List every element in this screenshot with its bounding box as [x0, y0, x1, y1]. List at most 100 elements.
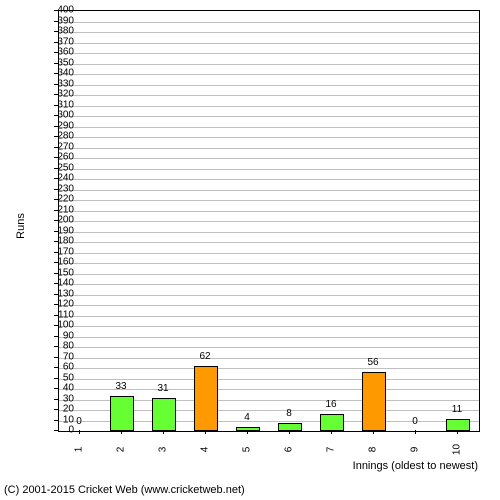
x-tick-label: 5: [242, 440, 253, 460]
grid-line: [59, 358, 479, 359]
copyright-text: (C) 2001-2015 Cricket Web (www.cricketwe…: [4, 484, 245, 496]
y-tick: [54, 357, 58, 358]
x-tick-label: 1: [74, 440, 85, 460]
grid-line: [59, 284, 479, 285]
x-tick: [163, 430, 164, 434]
grid-line: [59, 85, 479, 86]
y-tick-label: 240: [44, 173, 74, 184]
y-tick-label: 100: [44, 320, 74, 331]
y-tick: [54, 42, 58, 43]
grid-line: [59, 263, 479, 264]
grid-line: [59, 169, 479, 170]
y-tick-label: 350: [44, 57, 74, 68]
x-tick-label: 10: [452, 440, 463, 460]
grid-line: [59, 274, 479, 275]
grid-line: [59, 305, 479, 306]
y-tick-label: 140: [44, 278, 74, 289]
y-tick: [54, 430, 58, 431]
y-tick-label: 50: [44, 372, 74, 383]
y-tick-label: 110: [44, 309, 74, 320]
y-tick-label: 360: [44, 47, 74, 58]
x-tick-label: 9: [410, 440, 421, 460]
bar: [110, 396, 133, 431]
grid-line: [59, 253, 479, 254]
y-tick-label: 80: [44, 341, 74, 352]
y-tick: [54, 189, 58, 190]
grid-line: [59, 200, 479, 201]
y-tick-label: 390: [44, 15, 74, 26]
y-tick: [54, 210, 58, 211]
bar-value-label: 4: [244, 412, 250, 423]
y-axis-title: Runs: [15, 213, 27, 239]
x-tick: [457, 430, 458, 434]
y-tick-label: 290: [44, 120, 74, 131]
y-tick: [54, 52, 58, 53]
y-tick: [54, 199, 58, 200]
bar-value-label: 16: [325, 399, 336, 410]
y-tick-label: 260: [44, 152, 74, 163]
bar: [194, 366, 217, 431]
y-tick: [54, 84, 58, 85]
grid-line: [59, 190, 479, 191]
y-tick: [54, 283, 58, 284]
y-tick-label: 60: [44, 362, 74, 373]
y-tick: [54, 346, 58, 347]
grid-line: [59, 316, 479, 317]
x-tick: [247, 430, 248, 434]
grid-line: [59, 64, 479, 65]
y-tick-label: 20: [44, 404, 74, 415]
y-tick: [54, 367, 58, 368]
grid-line: [59, 74, 479, 75]
y-tick: [54, 21, 58, 22]
y-tick: [54, 231, 58, 232]
chart-container: Runs Innings (oldest to newest) (C) 2001…: [0, 0, 500, 500]
y-tick-label: 310: [44, 99, 74, 110]
x-tick-label: 4: [200, 440, 211, 460]
bar: [320, 414, 343, 431]
y-tick: [54, 399, 58, 400]
grid-line: [59, 211, 479, 212]
y-tick: [54, 378, 58, 379]
grid-line: [59, 368, 479, 369]
x-tick: [331, 430, 332, 434]
y-tick: [54, 126, 58, 127]
y-tick: [54, 388, 58, 389]
y-tick-label: 170: [44, 246, 74, 257]
y-tick: [54, 304, 58, 305]
y-tick: [54, 94, 58, 95]
y-tick-label: 180: [44, 236, 74, 247]
y-tick: [54, 157, 58, 158]
grid-line: [59, 43, 479, 44]
y-tick: [54, 10, 58, 11]
x-tick-label: 3: [158, 440, 169, 460]
y-tick-label: 70: [44, 351, 74, 362]
bar-value-label: 0: [412, 416, 418, 427]
x-tick: [205, 430, 206, 434]
grid-line: [59, 379, 479, 380]
x-tick-label: 7: [326, 440, 337, 460]
y-tick-label: 370: [44, 36, 74, 47]
y-tick: [54, 262, 58, 263]
grid-line: [59, 326, 479, 327]
y-tick-label: 270: [44, 141, 74, 152]
y-tick-label: 380: [44, 26, 74, 37]
grid-line: [59, 337, 479, 338]
y-tick-label: 320: [44, 89, 74, 100]
y-tick-label: 10: [44, 414, 74, 425]
y-tick-label: 300: [44, 110, 74, 121]
y-tick-label: 210: [44, 204, 74, 215]
y-tick-label: 250: [44, 162, 74, 173]
bar-value-label: 8: [286, 408, 292, 419]
x-tick-label: 6: [284, 440, 295, 460]
x-tick: [373, 430, 374, 434]
y-tick-label: 90: [44, 330, 74, 341]
grid-line: [59, 221, 479, 222]
grid-line: [59, 148, 479, 149]
grid-line: [59, 127, 479, 128]
y-tick: [54, 31, 58, 32]
grid-line: [59, 106, 479, 107]
y-tick: [54, 136, 58, 137]
x-tick: [121, 430, 122, 434]
bar: [362, 372, 385, 431]
y-tick-label: 340: [44, 68, 74, 79]
